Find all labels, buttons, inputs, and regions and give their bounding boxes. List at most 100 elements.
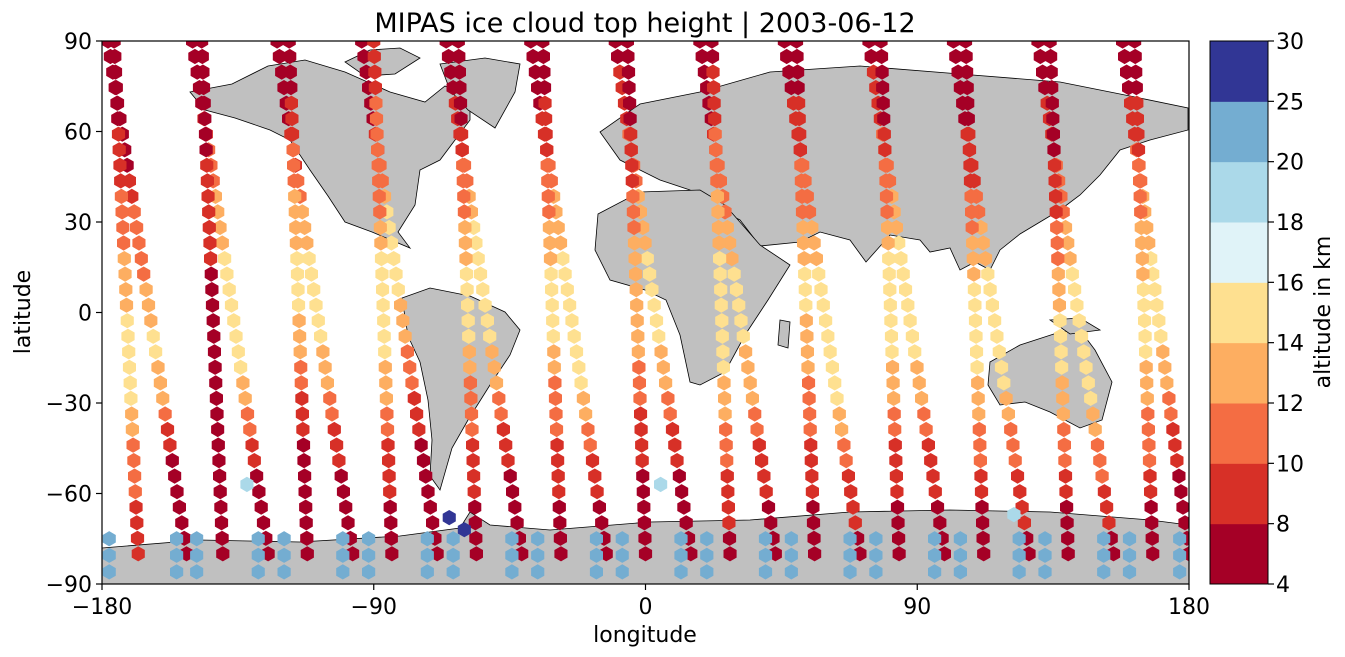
data-point	[539, 111, 553, 127]
data-point	[339, 499, 353, 515]
data-point	[649, 313, 664, 329]
data-point	[886, 375, 900, 391]
data-point	[454, 111, 468, 127]
data-point	[190, 531, 204, 547]
data-point	[1051, 266, 1065, 282]
data-point	[645, 282, 659, 298]
data-point	[1017, 515, 1031, 531]
data-point	[531, 531, 545, 547]
data-point	[213, 219, 227, 236]
data-point	[700, 531, 714, 547]
data-point	[538, 95, 552, 111]
data-point	[567, 328, 581, 344]
data-point	[1131, 142, 1146, 158]
data-point	[621, 48, 635, 65]
data-point	[451, 41, 465, 49]
data-point	[828, 375, 842, 391]
data-point	[886, 359, 900, 375]
data-point	[816, 297, 830, 313]
data-point	[985, 297, 999, 313]
data-point	[638, 546, 653, 562]
data-point	[380, 406, 394, 422]
data-point	[959, 48, 973, 65]
data-point	[1116, 41, 1130, 49]
data-point	[928, 484, 942, 500]
data-point	[464, 406, 479, 422]
data-point	[452, 48, 466, 65]
data-point	[889, 453, 903, 469]
data-point	[1048, 173, 1062, 189]
data-point	[245, 437, 259, 453]
data-point	[545, 282, 559, 298]
y-tick-label: −90	[46, 573, 92, 598]
data-point	[1134, 204, 1148, 220]
data-point	[992, 344, 1006, 360]
data-point	[277, 531, 291, 547]
data-point	[227, 313, 241, 329]
data-point	[964, 188, 978, 204]
data-point	[615, 547, 629, 563]
data-point	[542, 204, 556, 220]
data-point	[880, 204, 894, 220]
data-point	[543, 235, 557, 251]
data-point	[1050, 235, 1064, 251]
data-point	[1128, 41, 1142, 49]
data-point	[1173, 547, 1187, 563]
data-point	[156, 390, 170, 406]
data-point	[1118, 48, 1132, 65]
data-point	[792, 111, 806, 127]
data-point	[165, 453, 179, 469]
data-point	[888, 437, 902, 453]
data-point	[1057, 421, 1071, 438]
data-point	[170, 484, 184, 500]
data-point	[806, 499, 820, 515]
data-point	[581, 421, 595, 438]
data-point	[968, 313, 982, 329]
data-point	[1056, 390, 1070, 406]
data-point	[804, 437, 818, 453]
data-point	[453, 95, 468, 111]
data-point	[283, 48, 297, 65]
data-point	[1086, 406, 1100, 422]
data-point	[285, 111, 299, 127]
data-point	[524, 41, 538, 49]
data-point	[905, 328, 919, 344]
data-point	[467, 484, 481, 500]
data-point	[727, 266, 741, 282]
data-point	[384, 530, 398, 546]
data-point	[175, 515, 189, 531]
data-point	[125, 188, 139, 204]
data-point	[732, 297, 746, 313]
data-point	[314, 328, 328, 344]
data-point	[540, 142, 554, 158]
colorbar-tick-label: 18	[1276, 211, 1304, 236]
data-point	[403, 359, 417, 375]
data-point	[541, 173, 555, 189]
data-point	[200, 157, 214, 173]
data-point	[202, 204, 216, 220]
data-point	[332, 453, 346, 469]
data-point	[256, 515, 271, 531]
data-point	[295, 406, 309, 422]
data-point	[129, 499, 143, 515]
data-point	[709, 157, 723, 173]
data-point	[460, 282, 474, 298]
data-point	[494, 406, 508, 422]
data-point	[102, 547, 116, 563]
data-point	[1142, 453, 1157, 469]
data-point	[215, 235, 229, 251]
colorbar-tick-label: 20	[1276, 151, 1304, 176]
data-point	[372, 173, 386, 189]
data-point	[1135, 235, 1149, 251]
data-point	[670, 453, 684, 469]
data-point	[1045, 80, 1059, 96]
data-point	[336, 564, 350, 580]
data-point	[1059, 484, 1073, 500]
data-point	[715, 328, 729, 344]
data-point	[370, 126, 384, 142]
data-point	[629, 266, 643, 282]
data-point	[426, 515, 440, 531]
data-point	[595, 515, 609, 531]
data-point	[988, 313, 1002, 329]
data-point	[1150, 297, 1164, 313]
